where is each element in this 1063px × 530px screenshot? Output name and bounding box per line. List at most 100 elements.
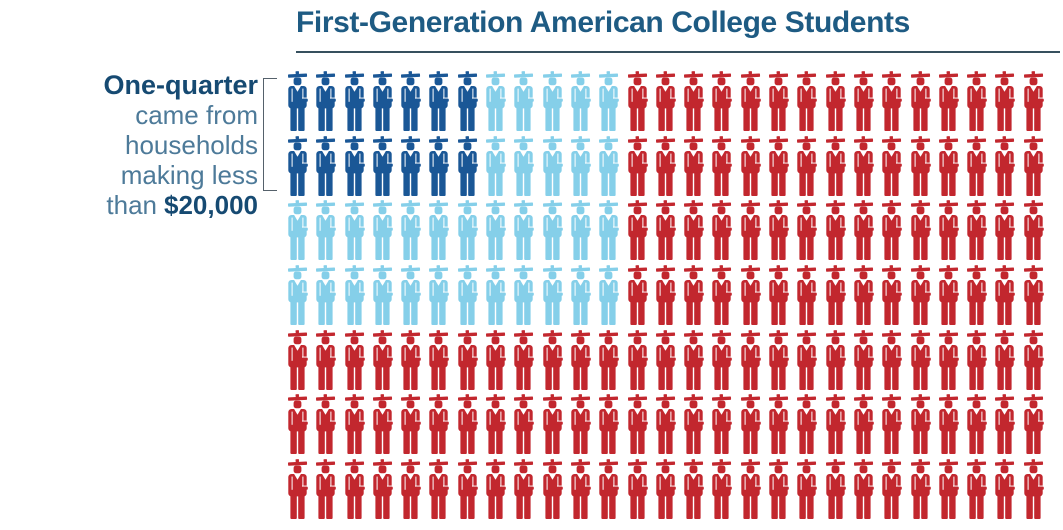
red-graduate-icon [428,330,449,390]
red-graduate-icon [627,71,648,131]
title-underline [296,51,1060,53]
red-graduate-icon [655,265,676,325]
red-graduate-icon [683,265,704,325]
light-blue-graduate-icon [315,265,336,325]
red-graduate-icon [683,330,704,390]
red-graduate-icon [768,265,789,325]
dark-blue-graduate-icon [315,71,336,131]
red-graduate-icon [881,459,902,519]
red-graduate-icon [796,200,817,260]
red-graduate-icon [966,71,987,131]
dark-blue-graduate-icon [344,136,365,196]
red-graduate-icon [740,136,761,196]
red-graduate-icon [627,394,648,454]
light-blue-graduate-icon [542,136,563,196]
red-graduate-icon [315,459,336,519]
red-graduate-icon [485,459,506,519]
red-graduate-icon [740,200,761,260]
red-graduate-icon [910,265,931,325]
red-graduate-icon [598,459,619,519]
red-graduate-icon [966,265,987,325]
red-graduate-icon [344,394,365,454]
red-graduate-icon [683,136,704,196]
red-graduate-icon [683,459,704,519]
red-graduate-icon [740,394,761,454]
red-graduate-icon [598,330,619,390]
pictogram-row [287,459,1044,519]
red-graduate-icon [938,200,959,260]
red-graduate-icon [881,330,902,390]
light-blue-graduate-icon [513,200,534,260]
light-blue-graduate-icon [344,265,365,325]
red-graduate-icon [570,330,591,390]
light-blue-graduate-icon [372,265,393,325]
red-graduate-icon [1023,136,1044,196]
red-graduate-icon [711,265,732,325]
light-blue-graduate-icon [344,200,365,260]
red-graduate-icon [1023,330,1044,390]
red-graduate-icon [994,200,1015,260]
red-graduate-icon [796,265,817,325]
pictogram-row [287,330,1044,390]
pictogram-grid [287,71,1044,524]
red-graduate-icon [910,394,931,454]
red-graduate-icon [768,330,789,390]
annotation-line-5-regular: than [106,190,158,220]
pictogram-row [287,394,1044,454]
red-graduate-icon [994,330,1015,390]
light-blue-graduate-icon [287,200,308,260]
red-graduate-icon [655,71,676,131]
red-graduate-icon [513,330,534,390]
red-graduate-icon [796,330,817,390]
red-graduate-icon [938,459,959,519]
dark-blue-graduate-icon [400,71,421,131]
red-graduate-icon [542,459,563,519]
red-graduate-icon [372,394,393,454]
light-blue-graduate-icon [400,265,421,325]
red-graduate-icon [796,394,817,454]
red-graduate-icon [825,330,846,390]
red-graduate-icon [627,200,648,260]
red-graduate-icon [344,330,365,390]
red-graduate-icon [881,71,902,131]
red-graduate-icon [853,136,874,196]
red-graduate-icon [683,200,704,260]
red-graduate-icon [400,394,421,454]
red-graduate-icon [457,330,478,390]
red-graduate-icon [485,330,506,390]
red-graduate-icon [711,459,732,519]
red-graduate-icon [853,394,874,454]
red-graduate-icon [938,71,959,131]
red-graduate-icon [768,200,789,260]
light-blue-graduate-icon [598,71,619,131]
red-graduate-icon [627,330,648,390]
red-graduate-icon [966,200,987,260]
red-graduate-icon [994,265,1015,325]
dark-blue-graduate-icon [287,136,308,196]
light-blue-graduate-icon [598,265,619,325]
red-graduate-icon [457,394,478,454]
pictogram-row [287,136,1044,196]
light-blue-graduate-icon [542,200,563,260]
red-graduate-icon [570,394,591,454]
red-graduate-icon [881,136,902,196]
red-graduate-icon [825,394,846,454]
red-graduate-icon [1023,71,1044,131]
red-graduate-icon [428,394,449,454]
red-graduate-icon [825,200,846,260]
red-graduate-icon [910,71,931,131]
red-graduate-icon [1023,200,1044,260]
light-blue-graduate-icon [598,200,619,260]
red-graduate-icon [711,71,732,131]
red-graduate-icon [796,459,817,519]
red-graduate-icon [853,200,874,260]
red-graduate-icon [400,459,421,519]
dark-blue-graduate-icon [287,71,308,131]
red-graduate-icon [711,330,732,390]
red-graduate-icon [372,330,393,390]
red-graduate-icon [655,394,676,454]
red-graduate-icon [910,136,931,196]
red-graduate-icon [740,330,761,390]
red-graduate-icon [853,330,874,390]
